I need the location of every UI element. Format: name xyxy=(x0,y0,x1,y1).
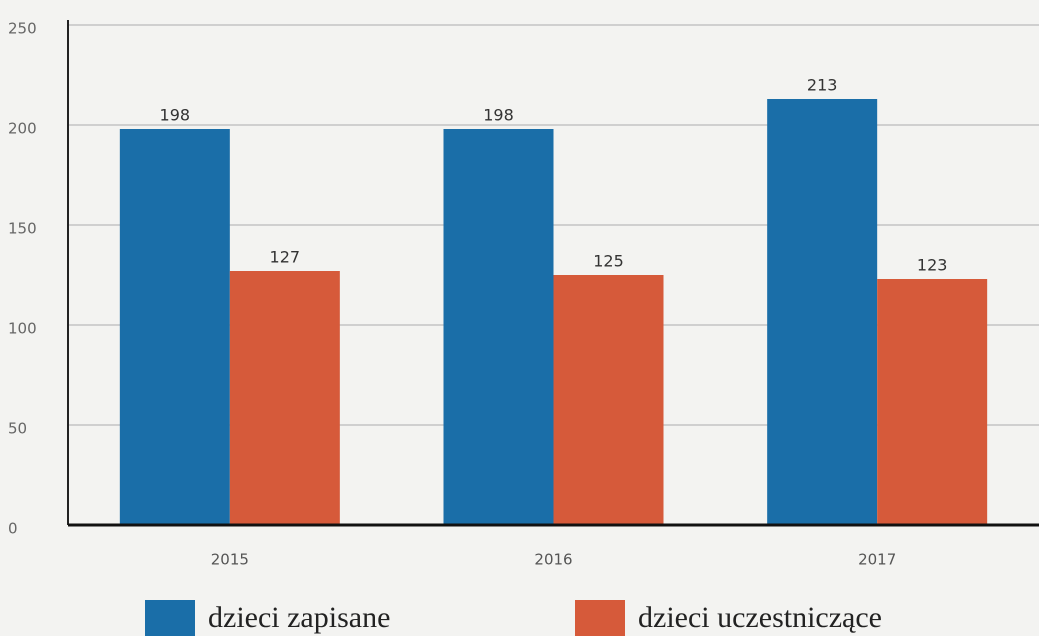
bar xyxy=(767,99,878,525)
y-tick-label: 100 xyxy=(8,320,37,338)
y-tick-label: 250 xyxy=(8,20,37,38)
bar xyxy=(119,129,230,525)
y-tick-label: 0 xyxy=(8,520,18,538)
bar xyxy=(877,279,988,525)
y-tick-label: 50 xyxy=(8,420,27,438)
data-label: 123 xyxy=(917,256,948,275)
data-label: 198 xyxy=(483,106,514,125)
bar xyxy=(229,271,340,525)
x-tick-label: 2017 xyxy=(858,551,896,569)
legend-swatch xyxy=(575,600,625,636)
data-label: 125 xyxy=(593,252,624,271)
data-label: 198 xyxy=(160,106,191,125)
data-label: 213 xyxy=(807,76,838,95)
x-tick-label: 2016 xyxy=(534,551,572,569)
y-tick-label: 200 xyxy=(8,120,37,138)
data-label: 127 xyxy=(270,248,301,267)
legend-swatch xyxy=(145,600,195,636)
x-tick-label: 2015 xyxy=(211,551,249,569)
legend-label: dzieci uczestniczące xyxy=(638,601,882,634)
bar xyxy=(553,275,664,525)
y-tick-label: 150 xyxy=(8,220,37,238)
legend-label: dzieci zapisane xyxy=(208,601,390,634)
bar xyxy=(443,129,554,525)
